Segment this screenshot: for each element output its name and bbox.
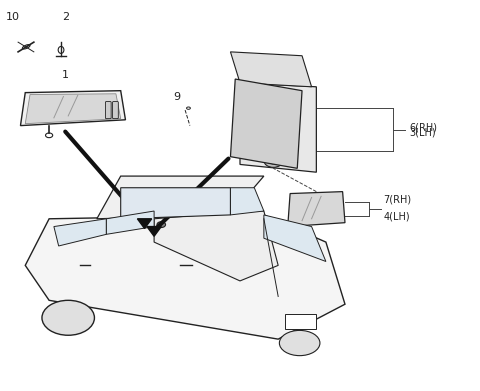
Polygon shape — [107, 211, 154, 234]
Text: 2: 2 — [62, 12, 70, 22]
Text: 7(RH): 7(RH) — [383, 194, 411, 204]
Text: 1: 1 — [62, 70, 69, 80]
Polygon shape — [54, 219, 107, 246]
Polygon shape — [230, 79, 302, 168]
Text: 4(LH): 4(LH) — [383, 212, 410, 222]
Ellipse shape — [42, 300, 95, 335]
FancyBboxPatch shape — [106, 102, 111, 118]
Polygon shape — [21, 91, 125, 126]
Polygon shape — [25, 215, 345, 339]
Text: 9: 9 — [173, 91, 180, 102]
Polygon shape — [97, 176, 264, 219]
Ellipse shape — [264, 154, 283, 167]
Polygon shape — [240, 83, 316, 172]
Polygon shape — [154, 211, 278, 281]
Text: 3(LH): 3(LH) — [409, 128, 436, 138]
Ellipse shape — [279, 330, 320, 356]
Bar — [285, 314, 316, 330]
Ellipse shape — [257, 112, 290, 139]
Polygon shape — [25, 94, 120, 124]
Polygon shape — [288, 192, 345, 226]
Polygon shape — [147, 226, 161, 236]
FancyBboxPatch shape — [113, 102, 118, 118]
Text: 10: 10 — [6, 12, 20, 22]
Polygon shape — [264, 215, 326, 262]
Ellipse shape — [157, 222, 166, 228]
Text: 6(RH): 6(RH) — [409, 123, 437, 133]
Polygon shape — [230, 52, 312, 87]
Polygon shape — [120, 188, 230, 219]
Polygon shape — [137, 219, 152, 228]
Ellipse shape — [270, 123, 277, 129]
Ellipse shape — [264, 118, 283, 133]
Polygon shape — [230, 188, 264, 215]
